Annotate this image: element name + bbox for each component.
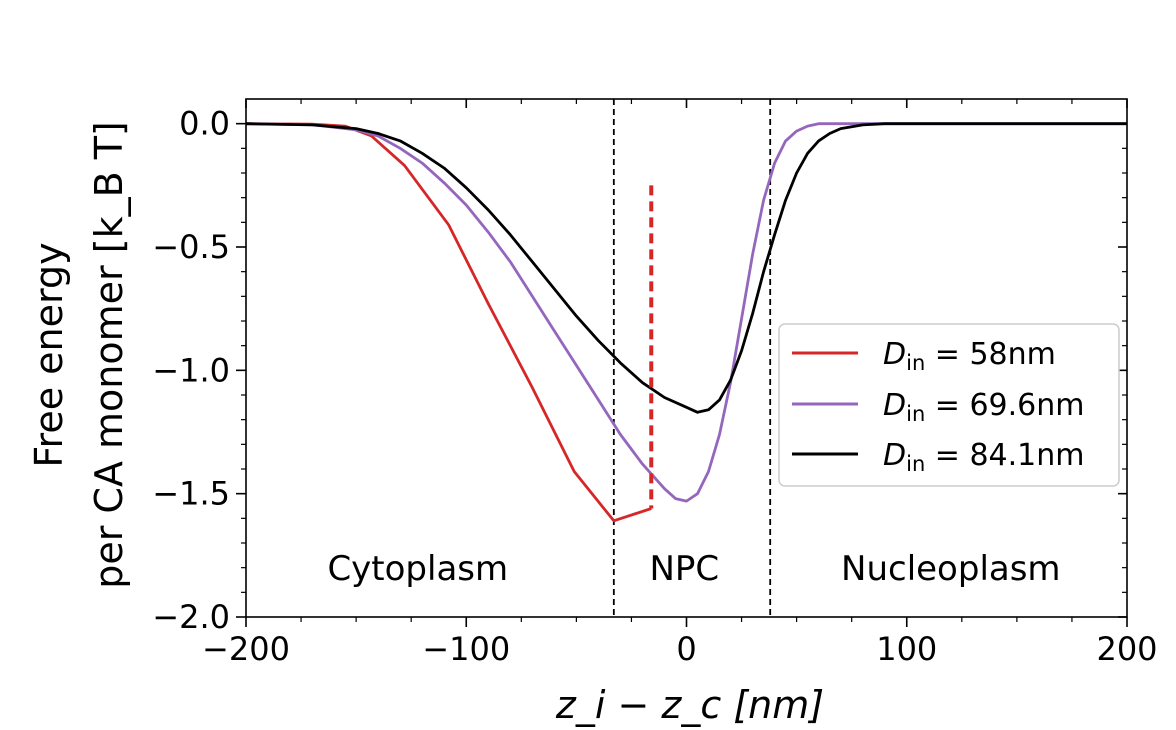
y-tick-label: −2.0 bbox=[152, 598, 230, 636]
y-axis-title: Free energy per CA monomer [k_B T] bbox=[27, 121, 131, 589]
minor-ticks bbox=[241, 99, 1127, 622]
x-tick-label: −100 bbox=[422, 630, 510, 668]
series-lines bbox=[245, 122, 1127, 523]
legend: Din = 58nm Din = 69.6nm Din = 84.1nm bbox=[778, 323, 1120, 487]
y-tick-label: −0.5 bbox=[152, 228, 230, 266]
region-label: NPC bbox=[649, 549, 719, 589]
y-axis-title-line1: Free energy bbox=[27, 242, 71, 467]
series-line bbox=[245, 122, 1127, 414]
legend-label: Din = 84.1nm bbox=[883, 438, 1085, 476]
y-tick-label: 0.0 bbox=[179, 105, 230, 143]
tick-labels: −200 −100 0 100 200 0.0 −0.5 −1.0 −1.5 −2.0 bbox=[152, 105, 1157, 668]
legend-box bbox=[778, 323, 1120, 487]
x-tick-label: 200 bbox=[1096, 630, 1157, 668]
series-line bbox=[245, 122, 1127, 503]
legend-label: Din = 58nm bbox=[883, 337, 1056, 375]
x-tick-label: −200 bbox=[202, 630, 290, 668]
y-tick-label: −1.0 bbox=[152, 351, 230, 389]
region-labels: Cytoplasm NPC Nucleoplasm bbox=[327, 549, 1060, 589]
x-tick-label: 0 bbox=[676, 630, 696, 668]
legend-label: Din = 69.6nm bbox=[883, 388, 1085, 426]
region-label: Cytoplasm bbox=[327, 549, 508, 589]
x-axis-title-text: z_i − z_c [nm] bbox=[555, 683, 824, 727]
region-boundaries bbox=[612, 99, 772, 617]
y-axis-title-line2: per CA monomer [k_B T] bbox=[87, 121, 131, 589]
x-tick-label: 100 bbox=[876, 630, 937, 668]
y-tick-label: −1.5 bbox=[152, 475, 230, 513]
x-axis-title: z_i − z_c [nm] bbox=[555, 683, 824, 727]
region-label: Nucleoplasm bbox=[841, 549, 1061, 589]
series-line bbox=[245, 122, 652, 523]
